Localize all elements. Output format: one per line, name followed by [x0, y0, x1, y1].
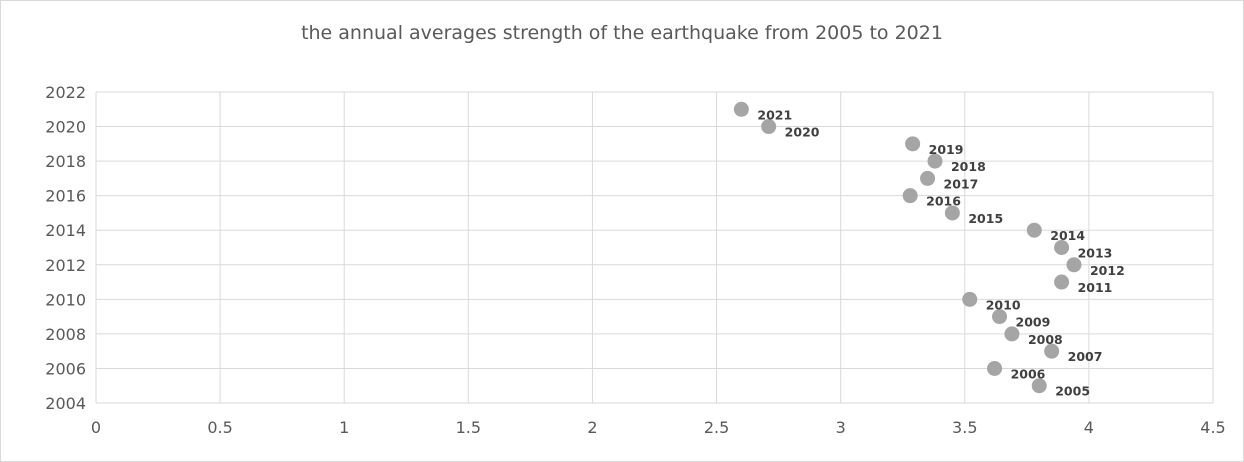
- y-tick-label: 2014: [45, 221, 86, 240]
- data-labels: 2005 2006 2007 2008 2009 2010 2011 2012 2013 2014…: [757, 107, 1124, 398]
- y-tick-label: 2012: [45, 256, 86, 275]
- data-label: 2016: [926, 194, 961, 209]
- data-label: 2005: [1055, 384, 1090, 399]
- data-label: 2008: [1028, 332, 1063, 347]
- y-tick-label: 2004: [45, 394, 86, 413]
- x-tick-label: 4.5: [1200, 418, 1225, 437]
- y-tick-label: 2018: [45, 152, 86, 171]
- x-tick-label: 3.5: [952, 418, 977, 437]
- data-label: 2020: [785, 125, 820, 140]
- y-tick-label: 2010: [45, 290, 86, 309]
- x-tick-label: 4: [1084, 418, 1094, 437]
- data-label: 2019: [929, 142, 964, 157]
- data-point: [1066, 257, 1082, 273]
- data-label: 2015: [968, 211, 1003, 226]
- data-point: [902, 188, 918, 204]
- data-point: [1004, 326, 1020, 342]
- y-tick-label: 2006: [45, 359, 86, 378]
- x-tick-label: 2: [587, 418, 597, 437]
- data-point: [905, 136, 921, 152]
- data-label: 2010: [986, 297, 1021, 312]
- data-point: [1026, 222, 1042, 238]
- tick-labels: 2004200620082010201220142016201820202022…: [45, 83, 1225, 437]
- data-label: 2018: [951, 159, 986, 174]
- x-tick-label: 1: [339, 418, 349, 437]
- chart-title: the annual averages strength of the eart…: [301, 22, 943, 44]
- data-label: 2011: [1078, 280, 1113, 295]
- data-label: 2021: [757, 107, 792, 122]
- y-tick-label: 2020: [45, 118, 86, 137]
- x-tick-label: 0: [91, 418, 101, 437]
- data-label: 2013: [1078, 246, 1113, 261]
- gridlines: [95, 91, 1214, 404]
- x-tick-label: 1.5: [456, 418, 481, 437]
- x-tick-label: 3: [836, 418, 846, 437]
- data-point: [987, 360, 1003, 376]
- data-point: [1054, 274, 1070, 290]
- data-point: [944, 205, 960, 221]
- data-label: 2009: [1016, 315, 1051, 330]
- data-point: [962, 291, 978, 307]
- data-points: [733, 101, 1082, 394]
- data-point: [927, 153, 943, 169]
- data-point: [920, 170, 936, 186]
- data-label: 2017: [944, 176, 979, 191]
- data-label: 2007: [1068, 349, 1103, 364]
- data-point: [1054, 240, 1070, 255]
- y-tick-label: 2008: [45, 325, 86, 344]
- data-point: [1044, 343, 1060, 359]
- x-tick-label: 0.5: [207, 418, 232, 437]
- data-label: 2012: [1090, 263, 1125, 278]
- data-point: [992, 309, 1008, 325]
- y-tick-label: 2022: [45, 83, 86, 102]
- data-label: 2006: [1011, 366, 1046, 381]
- data-label: 2014: [1050, 228, 1085, 243]
- data-point: [761, 119, 777, 135]
- data-point: [733, 101, 749, 117]
- data-point: [1031, 378, 1047, 394]
- x-tick-label: 2.5: [704, 418, 729, 437]
- y-tick-label: 2016: [45, 187, 86, 206]
